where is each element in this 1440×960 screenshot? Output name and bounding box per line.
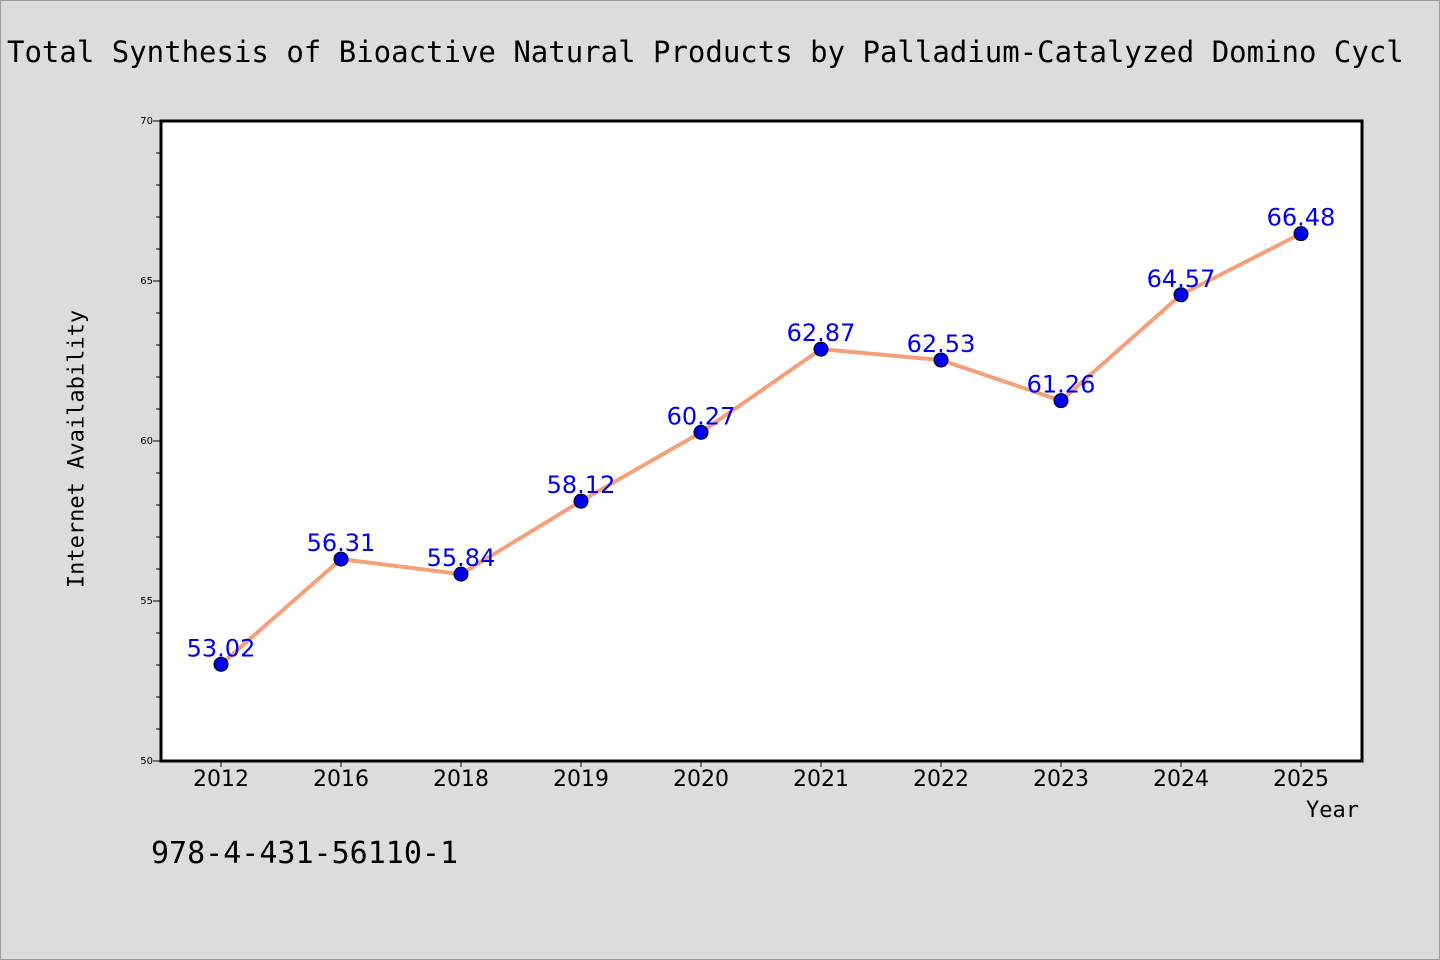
x-tick-label: 2016 — [313, 767, 369, 792]
x-tick-label: 2018 — [433, 767, 489, 792]
data-point — [213, 656, 229, 672]
data-label: 58.12 — [547, 471, 616, 499]
data-label: 62.53 — [907, 330, 976, 358]
y-tick-label: 55 — [140, 596, 153, 607]
data-label: 53.02 — [187, 634, 256, 662]
data-point — [333, 551, 349, 567]
y-tick-label: 65 — [140, 276, 153, 287]
y-tick-label: 70 — [140, 116, 153, 127]
x-tick-label: 2019 — [553, 767, 609, 792]
x-tick-label: 2022 — [913, 767, 969, 792]
x-tick-label: 2023 — [1033, 767, 1089, 792]
y-axis: 50 55 60 65 70 — [140, 116, 161, 767]
data-label: 61.26 — [1027, 371, 1096, 399]
x-axis-label: Year — [1306, 798, 1359, 823]
plot-area — [161, 121, 1362, 761]
x-tick-label: 2025 — [1273, 767, 1329, 792]
x-tick-label: 2024 — [1153, 767, 1209, 792]
data-label: 60.27 — [667, 402, 736, 430]
y-tick-label: 50 — [140, 756, 153, 767]
y-tick-label: 60 — [140, 436, 153, 447]
x-tick-label: 2020 — [673, 767, 729, 792]
data-point — [693, 424, 709, 440]
data-label: 62.87 — [787, 319, 856, 347]
data-label: 56.31 — [307, 529, 376, 557]
x-tick-label: 2012 — [193, 767, 249, 792]
data-point — [1293, 226, 1309, 242]
data-label: 64.57 — [1147, 265, 1216, 293]
chart-title: Total Synthesis of Bioactive Natural Pro… — [7, 35, 1404, 69]
data-point — [813, 341, 829, 357]
data-point — [933, 352, 949, 368]
data-point — [1173, 287, 1189, 303]
data-labels: 53.02 56.31 55.84 58.12 60.27 62.87 62.53 61.26… — [187, 204, 1336, 663]
data-label: 66.48 — [1267, 204, 1336, 232]
data-point — [1053, 393, 1069, 409]
series-line — [219, 231, 1302, 666]
x-axis: 2012 2016 2018 2019 2020 2021 2022 2023 2024 2025 — [193, 761, 1329, 792]
data-point — [453, 566, 469, 582]
data-point — [573, 493, 589, 509]
x-tick-label: 2021 — [793, 767, 849, 792]
plot-border — [159, 119, 1364, 763]
isbn-text: 978-4-431-56110-1 — [151, 836, 459, 871]
data-points — [213, 226, 1309, 672]
data-label: 55.84 — [427, 544, 496, 572]
series-line-group — [219, 231, 1302, 666]
